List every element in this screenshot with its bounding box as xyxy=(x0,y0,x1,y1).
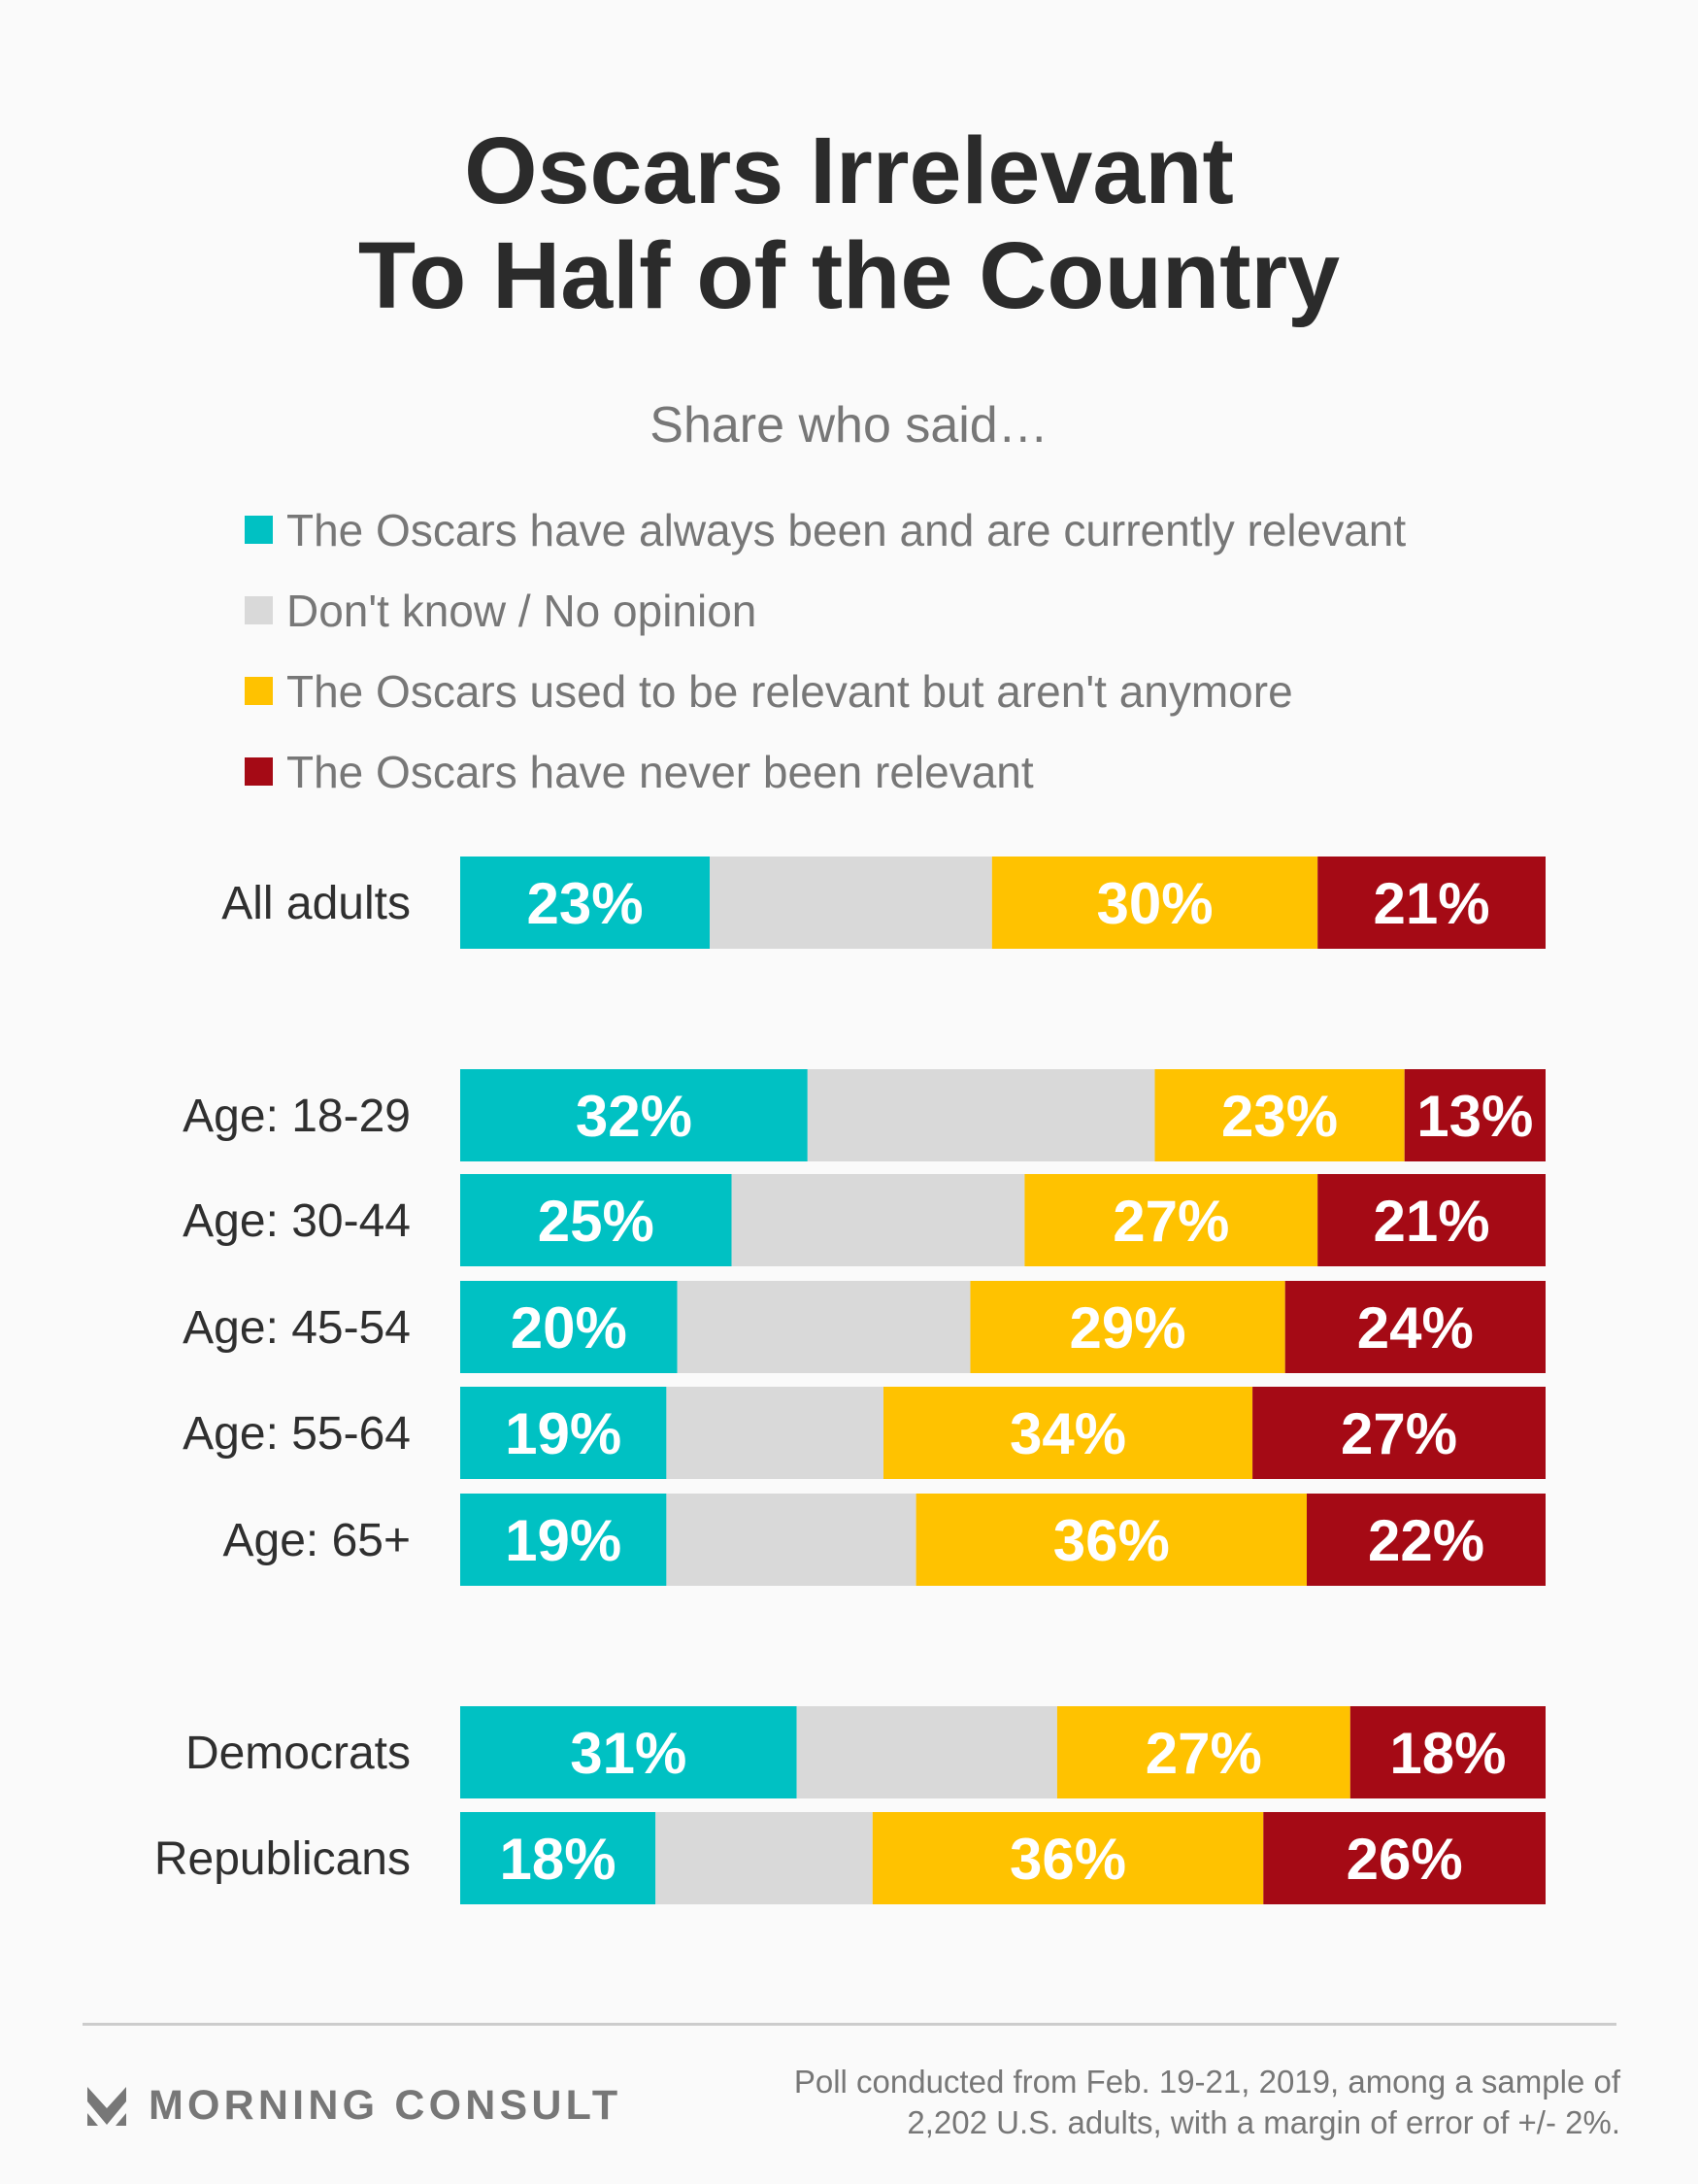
bar-segment-the-oscars-used-to-be-relevant-but-aren- xyxy=(1154,1069,1405,1161)
bar-segment-don-t-know-no-opinion xyxy=(807,1069,1155,1161)
bar-segment-the-oscars-have-never-been-relevant xyxy=(1284,1281,1546,1373)
data-label: 24% xyxy=(1357,1295,1474,1361)
category-label: Age: 18-29 xyxy=(183,1091,411,1142)
brand-name: MORNING CONSULT xyxy=(149,2082,622,2129)
bar-segment-don-t-know-no-opinion xyxy=(677,1281,971,1373)
bar-segment-the-oscars-have-always-been-and-are-curr xyxy=(460,857,711,949)
bar-segment-don-t-know-no-opinion xyxy=(666,1494,916,1586)
bar-row-all-adults: All adults 23% 30% 21% xyxy=(221,857,1546,949)
legend-swatch-never xyxy=(245,757,273,786)
bar-segment-the-oscars-have-always-been-and-are-curr xyxy=(460,1812,656,1904)
methodology-note: Poll conducted from Feb. 19-21, 2019, am… xyxy=(794,2062,1620,2143)
data-label: 18% xyxy=(500,1827,616,1892)
bar-row-age-45-54: Age: 45-54 20% 29% 24% xyxy=(183,1281,1546,1373)
bar-row-democrats: Democrats 31% 27% 18% xyxy=(185,1706,1546,1798)
bar-segment-don-t-know-no-opinion xyxy=(666,1387,883,1479)
data-label: 23% xyxy=(527,871,644,936)
morning-consult-logo-icon xyxy=(87,2087,126,2126)
data-label: 31% xyxy=(570,1721,686,1786)
note-line-1: Poll conducted from Feb. 19-21, 2019, am… xyxy=(793,2064,1620,2100)
legend-swatch-used-to-be xyxy=(245,677,273,705)
bar-segment-the-oscars-used-to-be-relevant-but-aren- xyxy=(1024,1174,1318,1266)
bar-segment-the-oscars-have-never-been-relevant xyxy=(1317,1174,1546,1266)
chart-title: Oscars Irrelevant To Half of the Country xyxy=(0,118,1698,328)
data-label: 22% xyxy=(1368,1508,1484,1573)
data-label: 27% xyxy=(1146,1721,1262,1786)
bar-segment-the-oscars-used-to-be-relevant-but-aren- xyxy=(991,857,1318,949)
title-line-2: To Half of the Country xyxy=(357,222,1341,328)
category-label: Age: 45-54 xyxy=(183,1302,411,1354)
bar-segment-don-t-know-no-opinion xyxy=(731,1174,1025,1266)
data-label: 26% xyxy=(1347,1827,1463,1892)
data-label: 32% xyxy=(576,1084,692,1149)
data-label: 25% xyxy=(538,1189,654,1254)
title-line-1: Oscars Irrelevant xyxy=(464,118,1234,223)
bar-segment-the-oscars-have-always-been-and-are-curr xyxy=(460,1174,732,1266)
bar-segment-the-oscars-have-never-been-relevant xyxy=(1349,1706,1546,1798)
data-label: 30% xyxy=(1096,871,1213,936)
category-label: Age: 65+ xyxy=(223,1515,412,1566)
bar-segment-the-oscars-used-to-be-relevant-but-aren- xyxy=(872,1812,1264,1904)
legend-label: The Oscars have never been relevant xyxy=(286,747,1034,797)
bar-segment-don-t-know-no-opinion xyxy=(796,1706,1057,1798)
category-label: Age: 30-44 xyxy=(183,1195,411,1247)
bar-segment-the-oscars-used-to-be-relevant-but-aren- xyxy=(970,1281,1285,1373)
bar-row-age-18-29: Age: 18-29 32% 23% 13% xyxy=(183,1069,1546,1161)
bar-row-republicans: Republicans 18% 36% 26% xyxy=(154,1812,1546,1904)
category-label: Democrats xyxy=(185,1728,411,1779)
bar-segment-the-oscars-have-never-been-relevant xyxy=(1307,1494,1546,1586)
data-label: 29% xyxy=(1070,1295,1186,1361)
bar-segment-the-oscars-used-to-be-relevant-but-aren- xyxy=(883,1387,1253,1479)
bar-segment-the-oscars-have-never-been-relevant xyxy=(1317,857,1546,949)
data-label: 27% xyxy=(1113,1189,1229,1254)
data-label: 34% xyxy=(1010,1401,1126,1466)
category-label: Republicans xyxy=(154,1833,411,1885)
bar-row-age-65: Age: 65+ 19% 36% 22% xyxy=(223,1494,1546,1586)
bar-row-age-55-64: Age: 55-64 19% 34% 27% xyxy=(183,1387,1546,1479)
bar-row-age-30-44: Age: 30-44 25% 27% 21% xyxy=(183,1174,1546,1266)
data-label: 36% xyxy=(1053,1508,1170,1573)
bar-segment-the-oscars-have-always-been-and-are-curr xyxy=(460,1069,808,1161)
bar-segment-the-oscars-have-never-been-relevant xyxy=(1404,1069,1546,1161)
data-label: 27% xyxy=(1341,1401,1457,1466)
bar-segment-the-oscars-used-to-be-relevant-but-aren- xyxy=(1056,1706,1350,1798)
data-label: 18% xyxy=(1389,1721,1506,1786)
bar-segment-the-oscars-have-always-been-and-are-curr xyxy=(460,1387,667,1479)
bar-segment-the-oscars-have-always-been-and-are-curr xyxy=(460,1281,678,1373)
data-label: 21% xyxy=(1374,871,1490,936)
bar-segment-the-oscars-used-to-be-relevant-but-aren- xyxy=(916,1494,1308,1586)
bar-segment-the-oscars-have-always-been-and-are-curr xyxy=(460,1494,667,1586)
data-label: 21% xyxy=(1374,1189,1490,1254)
data-label: 19% xyxy=(505,1401,621,1466)
footer-divider xyxy=(83,2023,1616,2026)
data-label: 23% xyxy=(1221,1084,1338,1149)
category-label: All adults xyxy=(221,878,411,929)
legend-label: Don't know / No opinion xyxy=(286,586,757,636)
data-label: 19% xyxy=(505,1508,621,1573)
data-label: 13% xyxy=(1416,1084,1533,1149)
legend-swatch-relevant xyxy=(245,516,273,544)
bar-segment-the-oscars-have-always-been-and-are-curr xyxy=(460,1706,797,1798)
legend-label: The Oscars have always been and are curr… xyxy=(286,505,1407,555)
category-label: Age: 55-64 xyxy=(183,1408,411,1460)
bar-segment-the-oscars-have-never-been-relevant xyxy=(1252,1387,1546,1479)
legend-swatch-dont-know xyxy=(245,596,273,624)
bar-segment-don-t-know-no-opinion xyxy=(710,857,992,949)
bar-segment-the-oscars-have-never-been-relevant xyxy=(1263,1812,1546,1904)
bar-segment-don-t-know-no-opinion xyxy=(655,1812,873,1904)
chart-subtitle: Share who said… xyxy=(649,397,1049,454)
note-line-2: 2,202 U.S. adults, with a margin of erro… xyxy=(907,2104,1620,2140)
data-label: 36% xyxy=(1010,1827,1126,1892)
data-label: 20% xyxy=(511,1295,627,1361)
legend-label: The Oscars used to be relevant but aren'… xyxy=(286,666,1293,717)
